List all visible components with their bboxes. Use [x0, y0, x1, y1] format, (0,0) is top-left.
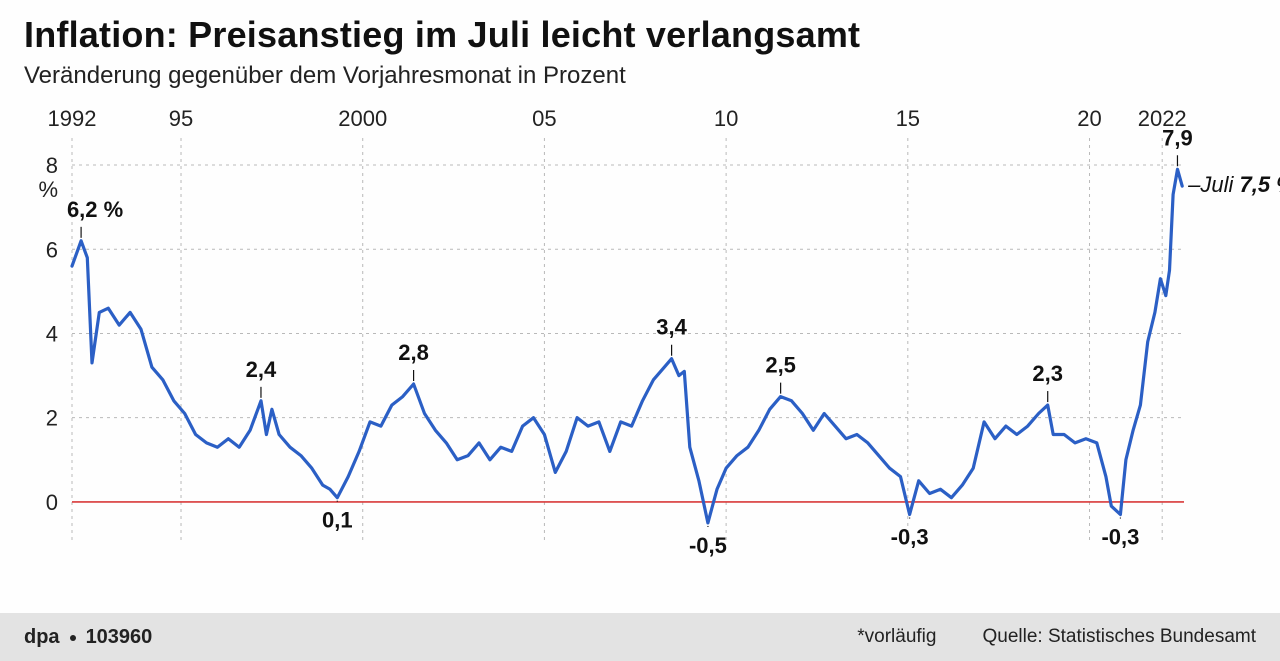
svg-text:2,8: 2,8 — [398, 340, 429, 365]
svg-text:15: 15 — [896, 106, 920, 131]
chart-subtitle: Veränderung gegenüber dem Vorjahresmonat… — [24, 62, 626, 90]
agency-code: 103960 — [86, 626, 153, 649]
svg-text:6: 6 — [46, 237, 58, 262]
svg-text:6,2 %: 6,2 % — [67, 197, 123, 222]
svg-text:%: % — [38, 177, 58, 202]
svg-text:-0,3: -0,3 — [1101, 525, 1139, 550]
svg-text:–Juli 7,5 %*: –Juli 7,5 %* — [1187, 172, 1280, 197]
footnote: *vorläufig — [857, 626, 936, 648]
svg-text:2,5: 2,5 — [765, 353, 796, 378]
svg-text:95: 95 — [169, 106, 193, 131]
svg-text:2,4: 2,4 — [246, 357, 277, 382]
svg-text:10: 10 — [714, 106, 738, 131]
svg-text:0,1: 0,1 — [322, 508, 353, 533]
data-source: Quelle: Statistisches Bundesamt — [982, 626, 1256, 648]
svg-text:-0,3: -0,3 — [891, 525, 929, 550]
chart-title: Inflation: Preisanstieg im Juli leicht v… — [24, 14, 860, 56]
separator-dot-icon — [70, 635, 76, 641]
svg-text:3,4: 3,4 — [656, 315, 687, 340]
svg-text:2,3: 2,3 — [1032, 361, 1063, 386]
svg-text:8: 8 — [46, 153, 58, 178]
chart-area: 02468%19929520000510152020226,2 %2,40,12… — [0, 96, 1280, 596]
svg-text:4: 4 — [46, 321, 58, 346]
svg-text:7,9: 7,9 — [1162, 125, 1193, 150]
inflation-line-chart: 02468%19929520000510152020226,2 %2,40,12… — [0, 96, 1280, 596]
svg-text:2000: 2000 — [338, 106, 387, 131]
svg-text:05: 05 — [532, 106, 556, 131]
svg-text:2: 2 — [46, 406, 58, 431]
chart-card: Inflation: Preisanstieg im Juli leicht v… — [0, 0, 1280, 661]
source-agency: dpa 103960 — [24, 626, 152, 649]
chart-footer: dpa 103960 *vorläufig Quelle: Statistisc… — [0, 613, 1280, 661]
svg-text:20: 20 — [1077, 106, 1101, 131]
agency-name: dpa — [24, 626, 60, 649]
footer-right: *vorläufig Quelle: Statistisches Bundesa… — [857, 626, 1256, 648]
svg-text:1992: 1992 — [48, 106, 97, 131]
svg-text:-0,5: -0,5 — [689, 533, 727, 558]
svg-text:0: 0 — [46, 490, 58, 515]
